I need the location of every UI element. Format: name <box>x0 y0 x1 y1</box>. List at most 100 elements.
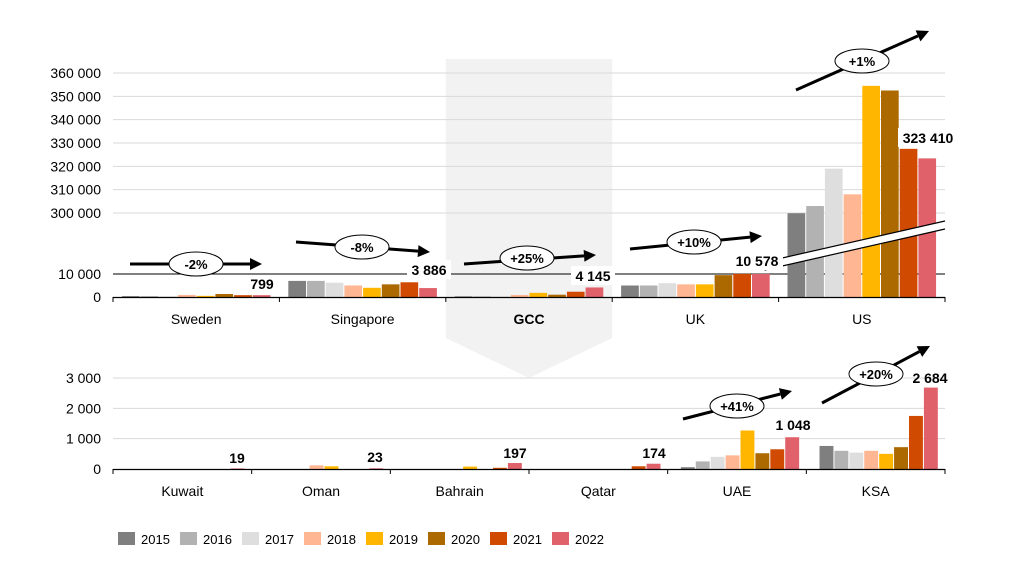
ksa-arrow-head <box>916 346 930 357</box>
legend-swatch-2018 <box>304 532 321 545</box>
bar-us-2017 <box>824 168 843 297</box>
bar-sweden-2020 <box>215 294 234 297</box>
bar-uk-2015 <box>621 285 639 297</box>
uae-growth-label: +41% <box>720 399 754 414</box>
axis-break <box>764 220 946 271</box>
bar-gcc-2016 <box>473 296 492 298</box>
top-y-axis: 0 10 000 300 000 310 000 320 000 330 000 340 0… <box>50 65 101 305</box>
bottom-gridlines <box>113 377 945 440</box>
legend-swatch-2020 <box>428 532 445 545</box>
legend-label-2020: 2020 <box>451 532 480 547</box>
category-label-singapore: Singapore <box>331 311 395 327</box>
bar-bahrain-2019 <box>463 466 478 469</box>
bar-uae-2021 <box>770 449 785 469</box>
data-label: 799 <box>250 276 274 292</box>
legend-swatch-2017 <box>242 532 259 545</box>
data-label: 23 <box>367 449 383 465</box>
category-label-qatar: Qatar <box>581 483 616 499</box>
bar-sweden-2017 <box>159 296 178 298</box>
y-tick-label: 3 000 <box>66 370 101 386</box>
y-tick-label: 1 000 <box>66 431 101 447</box>
top-data-labels: 799 3 886 4 145 10 578 323 410 <box>250 128 958 292</box>
singapore-growth-bubble <box>334 234 390 260</box>
y-tick-label: 2 000 <box>66 400 101 416</box>
data-label: 4 145 <box>575 268 610 284</box>
bar-singapore-2016 <box>307 280 325 297</box>
data-label-bg <box>731 251 783 270</box>
bar-sweden-2015 <box>121 296 140 297</box>
bar-ksa-2015 <box>819 445 834 469</box>
y-tick-label: 330 000 <box>50 135 101 151</box>
top-gridlines <box>113 72 945 275</box>
bar-uk-2018 <box>677 284 695 297</box>
gcc-growth-bubble <box>499 245 555 271</box>
gcc-arrow-head <box>583 249 596 262</box>
bar-qatar-2022 <box>646 463 661 469</box>
bar-uae-2020 <box>755 453 770 469</box>
axis-break-line <box>764 228 946 271</box>
bar-ksa-2016 <box>834 450 849 469</box>
bar-uae-2019 <box>740 430 755 469</box>
bar-bahrain-2022 <box>507 463 522 469</box>
bar-oman-2019 <box>324 466 339 469</box>
bar-gcc-2015 <box>454 296 473 298</box>
bar-uk-2020 <box>714 275 733 297</box>
data-label: 174 <box>642 445 666 461</box>
bar-singapore-2015 <box>288 280 307 297</box>
uk-growth-bubble <box>666 229 722 255</box>
bar-kuwait-2022 <box>230 468 245 470</box>
data-label: 197 <box>503 445 527 461</box>
bottom-growth-arrows: +41% +20% <box>682 346 930 421</box>
bar-sweden-2021 <box>234 295 252 297</box>
y-tick-label: 350 000 <box>50 88 101 104</box>
bar-ksa-2022 <box>923 387 938 469</box>
singapore-arrow-head <box>417 245 430 258</box>
legend-label-2017: 2017 <box>265 532 294 547</box>
sweden-growth-label: -2% <box>184 257 208 272</box>
bar-oman-2018 <box>309 465 324 469</box>
gcc-highlight-band <box>445 59 613 378</box>
bar-uae-2022 <box>785 437 800 469</box>
bar-sweden-2019 <box>196 295 215 297</box>
data-label-bg <box>571 266 615 285</box>
bar-bahrain-2021 <box>492 467 507 469</box>
category-label-oman: Oman <box>302 483 340 499</box>
us-growth-bubble <box>834 48 890 74</box>
bar-ksa-2017 <box>849 452 864 469</box>
y-tick-label: 10 000 <box>58 266 101 282</box>
bar-singapore-2019 <box>363 287 381 297</box>
data-label: 10 578 <box>736 253 779 269</box>
bar-gcc-2020 <box>548 294 566 297</box>
bar-singapore-2018 <box>344 285 363 297</box>
bar-singapore-2022 <box>419 288 437 297</box>
bottom-bars <box>230 387 938 470</box>
legend-label-2022: 2022 <box>575 532 604 547</box>
bar-us-2021 <box>899 148 918 297</box>
uae-growth-bubble <box>709 393 765 419</box>
y-tick-label: 300 000 <box>50 205 101 221</box>
bar-uk-2019 <box>695 284 714 297</box>
sweden-arrow-head <box>250 258 262 270</box>
singapore-growth-label: -8% <box>350 240 374 255</box>
sweden-growth-bubble <box>168 251 224 277</box>
bar-sweden-2016 <box>140 296 159 297</box>
legend-swatch-2022 <box>552 532 569 545</box>
uae-arrow-head <box>778 388 792 400</box>
bar-ksa-2020 <box>894 447 908 469</box>
bar-singapore-2021 <box>400 282 419 297</box>
category-label-kuwait: Kuwait <box>161 483 203 499</box>
bar-uk-2022 <box>751 273 770 297</box>
legend: 2015 2016 2017 2018 2019 2020 2021 2022 <box>118 532 604 547</box>
bar-gcc-2021 <box>566 291 585 297</box>
bar-uae-2017 <box>710 456 725 469</box>
axis-break-line <box>764 220 946 263</box>
bar-singapore-2017 <box>325 282 344 297</box>
bar-uae-2015 <box>680 467 695 469</box>
gcc-highlight-chevron <box>445 59 613 378</box>
category-label-uk: UK <box>686 311 706 327</box>
data-label: 1 048 <box>775 417 810 433</box>
uk-arrow-head <box>749 231 762 244</box>
bar-singapore-2020 <box>381 284 400 297</box>
y-tick-label: 340 000 <box>50 112 101 128</box>
